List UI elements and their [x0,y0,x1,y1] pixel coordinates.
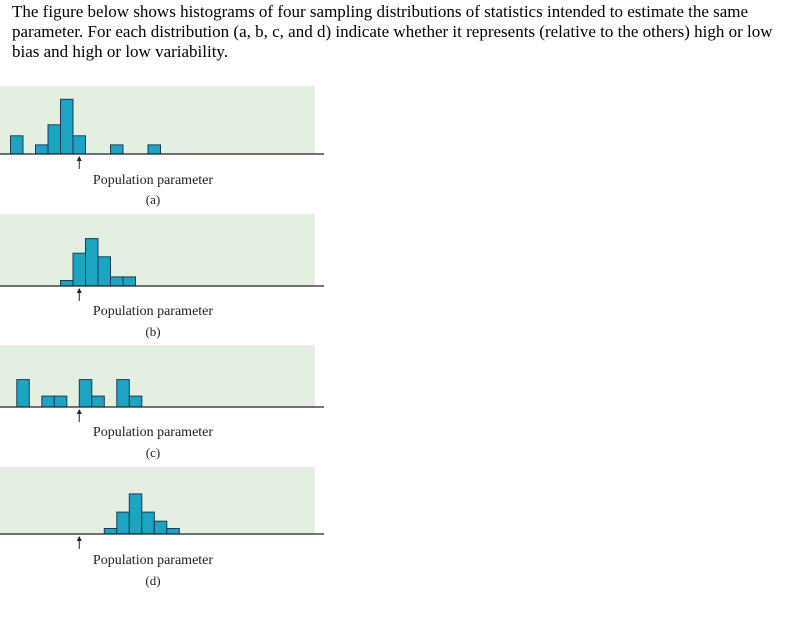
histogram-bar [41,395,55,408]
histogram-a [0,86,324,169]
histogram-bar [16,379,30,408]
histogram-bar [53,395,68,408]
panel-background-a [0,86,315,154]
histogram-bar [141,511,155,535]
parameter-label-b: Population parameter [92,304,214,319]
histogram-bar [128,493,143,535]
panel-label-c: (c) [145,445,161,460]
histogram-bar [116,511,130,535]
histogram-bar [91,395,105,408]
histogram-bar [47,124,61,155]
histogram-bar [72,135,86,155]
histogram-bar [78,379,93,408]
histogram-panel-a: Population parameter (a) [0,86,330,211]
histogram-b [0,214,324,301]
question-text: The figure below shows histograms of fou… [12,2,773,61]
histogram-bar [166,528,180,535]
histogram-panel-c: Population parameter (c) [0,345,330,465]
histogram-bar [35,144,49,155]
parameter-arrow-head-c [76,409,82,414]
histogram-bar [85,238,99,287]
panel-label-a: (a) [145,192,161,207]
panel-label-b: (b) [145,324,161,339]
histogram-panel-d: Population parameter (d) [0,467,330,592]
histogram-bar [10,135,24,155]
histogram-bar [60,280,74,287]
histogram-bar [147,144,161,155]
histogram-bar [116,379,130,408]
histogram-bar [60,98,74,155]
parameter-arrow-head-d [76,536,82,541]
parameter-label-a: Population parameter [92,173,214,188]
histogram-bar [110,144,124,155]
histogram-bar [128,395,143,408]
parameter-label-d: Population parameter [92,553,214,568]
histogram-d [0,467,324,549]
parameter-arrow-head-b [76,288,82,293]
histogram-bar [97,256,111,287]
panel-label-d: (d) [145,573,161,588]
panel-background-b [0,214,315,286]
histogram-panel-b: Population parameter (b) [0,214,330,342]
histogram-bar [122,276,136,287]
parameter-label-c: Population parameter [92,425,214,440]
parameter-arrow-head-a [76,156,82,161]
histogram-bar [72,252,86,287]
histogram-bar [110,276,124,287]
histogram-c [0,345,324,422]
histogram-bar [153,520,168,535]
histogram-bar [103,528,118,535]
